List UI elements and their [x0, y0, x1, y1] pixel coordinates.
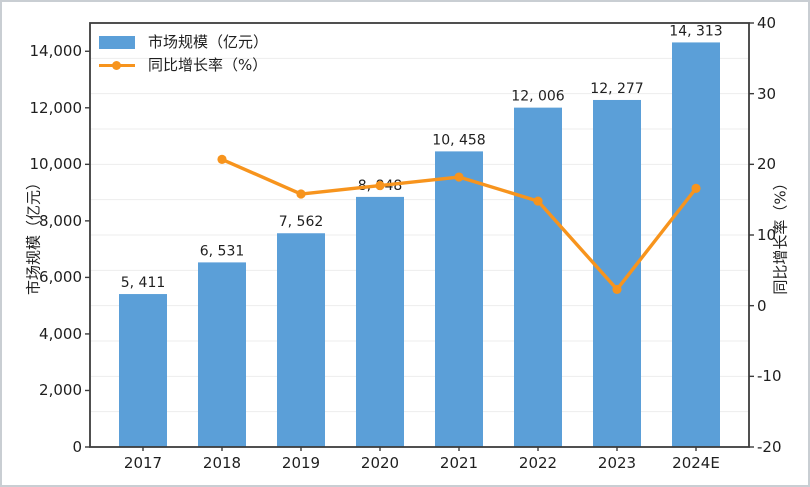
- bar-2020: [356, 196, 404, 447]
- line-marker-2022: [533, 196, 543, 206]
- bar-label-2024E: 14, 313: [669, 23, 722, 39]
- line-marker-2019: [296, 189, 306, 199]
- x-axis-tick-label-2020: 2020: [360, 454, 400, 472]
- right-axis-tick-label: 40: [757, 14, 777, 32]
- bar-label-2022: 12, 006: [511, 89, 565, 105]
- right-axis-tick-label: -10: [757, 367, 782, 386]
- bar-label-2021: 10, 458: [432, 132, 485, 148]
- x-axis-tick-label-2021: 2021: [439, 454, 479, 472]
- bar-2018: [198, 262, 246, 447]
- right-axis-tick-label: 0: [757, 296, 767, 315]
- bar-label-2019: 7, 562: [279, 214, 324, 230]
- x-axis-tick-label-2022: 2022: [518, 454, 558, 472]
- line-marker-swatch-icon: [99, 59, 135, 72]
- legend-item-growth-rate: 同比增长率（%）: [99, 56, 268, 75]
- x-axis-tick-label-2023: 2023: [597, 454, 637, 472]
- line-marker-2018: [217, 154, 227, 164]
- legend-item-market-size: 市场规模（亿元）: [99, 33, 268, 52]
- bar-2021: [435, 151, 483, 447]
- left-axis-tick-label: 6,000: [39, 268, 82, 287]
- left-axis-tick-label: 2,000: [39, 381, 82, 400]
- left-axis-tick-label: 8,000: [39, 211, 82, 230]
- bar-2023: [593, 99, 641, 448]
- bar-2017: [119, 294, 167, 447]
- legend: 市场规模（亿元） 同比增长率（%）: [99, 33, 268, 75]
- line-marker-2023: [612, 284, 622, 295]
- x-axis-tick-label-2017: 2017: [123, 454, 163, 472]
- bar-swatch-icon: [99, 36, 135, 49]
- legend-label-growth-rate: 同比增长率（%）: [148, 56, 268, 74]
- marker-dot-icon: [112, 61, 121, 70]
- right-axis-tick-label: -20: [757, 438, 782, 456]
- line-marker-2021: [454, 172, 464, 182]
- left-axis-tick-label: 14,000: [29, 42, 83, 61]
- right-axis-tick-label: 10: [757, 226, 777, 244]
- bar-label-2018: 6, 531: [200, 243, 245, 259]
- right-axis-tick-label: 20: [757, 155, 777, 174]
- x-axis-tick-label-2018: 2018: [202, 454, 242, 472]
- legend-label-market-size: 市场规模（亿元）: [148, 33, 269, 51]
- line-marker-2024E: [691, 183, 701, 193]
- left-axis-tick-label: 4,000: [39, 324, 82, 343]
- bar-label-2017: 5, 411: [121, 275, 166, 291]
- left-axis-tick-label: 12,000: [29, 98, 83, 117]
- line-marker-2020: [375, 180, 385, 191]
- left-axis-tick-label: 10,000: [29, 155, 83, 174]
- bar-2024E: [672, 42, 720, 448]
- bar-2022: [514, 107, 562, 447]
- right-axis-tick-label: 30: [757, 84, 777, 103]
- bar-label-2023: 12, 277: [590, 81, 643, 97]
- x-axis-tick-label-2019: 2019: [281, 454, 321, 472]
- x-axis-tick-label-2024E: 2024E: [672, 454, 720, 472]
- bar-2019: [277, 233, 325, 447]
- left-axis-tick-label: 0: [72, 438, 82, 456]
